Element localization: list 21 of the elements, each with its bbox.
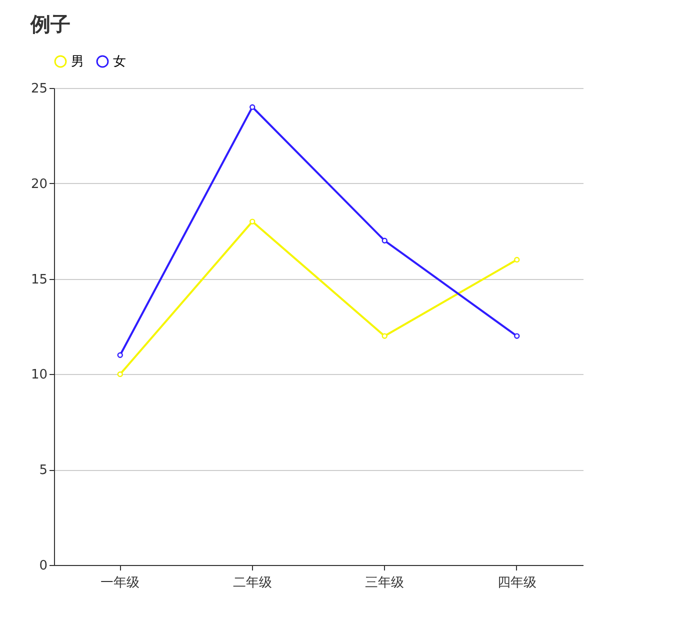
y-tick-label: 15 bbox=[30, 272, 48, 288]
y-tick-label: 0 bbox=[39, 558, 48, 574]
legend-label: 女 bbox=[113, 54, 126, 70]
point bbox=[382, 238, 388, 244]
point bbox=[250, 104, 256, 110]
point bbox=[117, 371, 123, 378]
legend-label: 男 bbox=[71, 54, 84, 70]
y-tick-label: 5 bbox=[39, 463, 48, 478]
x-tick-label: 二年级 bbox=[232, 576, 272, 590]
chart-title: 例子 bbox=[29, 12, 70, 36]
point bbox=[117, 352, 123, 358]
point bbox=[514, 256, 520, 263]
point bbox=[250, 218, 256, 224]
y-tick-label: 20 bbox=[30, 176, 48, 192]
y-tick-label: 25 bbox=[30, 82, 48, 96]
y-tick-label: 10 bbox=[30, 368, 48, 383]
x-tick-label: 三年级 bbox=[365, 576, 404, 590]
x-tick-label: 四年级 bbox=[497, 576, 536, 590]
point bbox=[514, 333, 520, 339]
x-tick-label: 一年级 bbox=[100, 576, 140, 590]
point bbox=[382, 333, 388, 339]
